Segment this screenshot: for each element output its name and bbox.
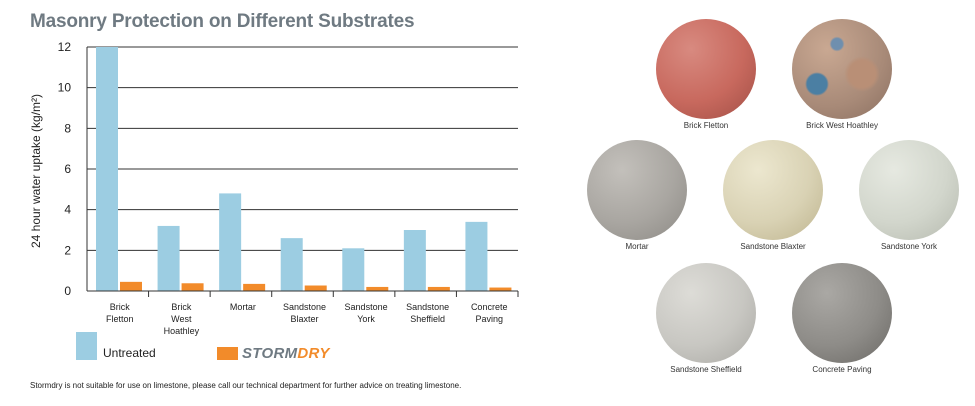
y-tick-label: 8 <box>64 121 71 135</box>
x-category-label: Concrete Paving <box>471 302 508 324</box>
stormdry-logo: STORMDRY <box>242 345 330 362</box>
x-category-label: Sandstone Blaxter <box>283 302 326 324</box>
bar-untreated <box>280 238 303 291</box>
swatch-label-sandstone-sheffield: Sandstone Sheffield <box>670 365 742 374</box>
chart-title: Masonry Protection on Different Substrat… <box>30 11 415 32</box>
swatch-sandstone-sheffield <box>656 263 756 363</box>
swatch-brick-fletton <box>656 19 756 119</box>
y-tick-label: 10 <box>58 81 72 95</box>
x-category-label: Brick West Hoathley <box>164 302 200 336</box>
legend-untreated: Untreated <box>76 332 156 360</box>
footnote: Stormdry is not suitable for use on lime… <box>30 381 462 390</box>
bar-untreated <box>465 221 488 291</box>
bar-untreated <box>219 193 242 291</box>
swatch-label-concrete-paving: Concrete Paving <box>812 365 872 374</box>
swatch-label-mortar: Mortar <box>625 242 649 251</box>
swatch-concrete-paving <box>792 263 892 363</box>
bar-untreated <box>96 47 118 291</box>
bar-chart: 0 2 4 6 8 10 12 24 hour water uptake (kg/m²) Bri… <box>29 40 519 336</box>
legend-label-untreated: Untreated <box>103 346 156 360</box>
legend-swatch-untreated <box>76 332 97 360</box>
swatch-label-sandstone-blaxter: Sandstone Blaxter <box>740 242 806 251</box>
legend-swatch-stormdry <box>217 347 238 360</box>
x-category-label: Sandstone York <box>345 302 388 324</box>
swatch-brick-west-hoathley <box>792 19 892 119</box>
x-category-label: Sandstone Sheffield <box>406 302 449 324</box>
swatch-label-sandstone-york: Sandstone York <box>880 242 938 251</box>
bar-stormdry <box>427 286 450 291</box>
bar-stormdry <box>489 287 512 291</box>
bar-untreated <box>342 248 365 291</box>
y-tick-label: 0 <box>64 284 71 298</box>
x-category-label: Brick Fletton <box>106 302 134 324</box>
swatch-label-brick-west-hoathley: Brick West Hoathley <box>806 121 878 130</box>
swatch-sandstone-blaxter <box>723 140 823 240</box>
y-tick-label: 4 <box>64 203 71 217</box>
swatch-sandstone-york <box>859 140 959 240</box>
bar-stormdry <box>366 286 389 291</box>
x-category-label: Mortar <box>230 302 256 312</box>
bar-untreated <box>157 225 180 291</box>
bar-stormdry <box>120 281 142 291</box>
y-tick-label: 6 <box>64 162 71 176</box>
bar-stormdry <box>181 283 204 291</box>
y-tick-label: 2 <box>64 243 71 257</box>
y-axis-label: 24 hour water uptake (kg/m²) <box>29 94 43 248</box>
swatch-label-brick-fletton: Brick Fletton <box>683 121 729 130</box>
swatch-mortar <box>587 140 687 240</box>
bar-stormdry <box>243 283 266 291</box>
y-tick-label: 12 <box>58 40 72 54</box>
bar-untreated <box>403 230 426 291</box>
legend-stormdry: STORMDRY <box>217 345 330 362</box>
bar-stormdry <box>304 285 327 291</box>
